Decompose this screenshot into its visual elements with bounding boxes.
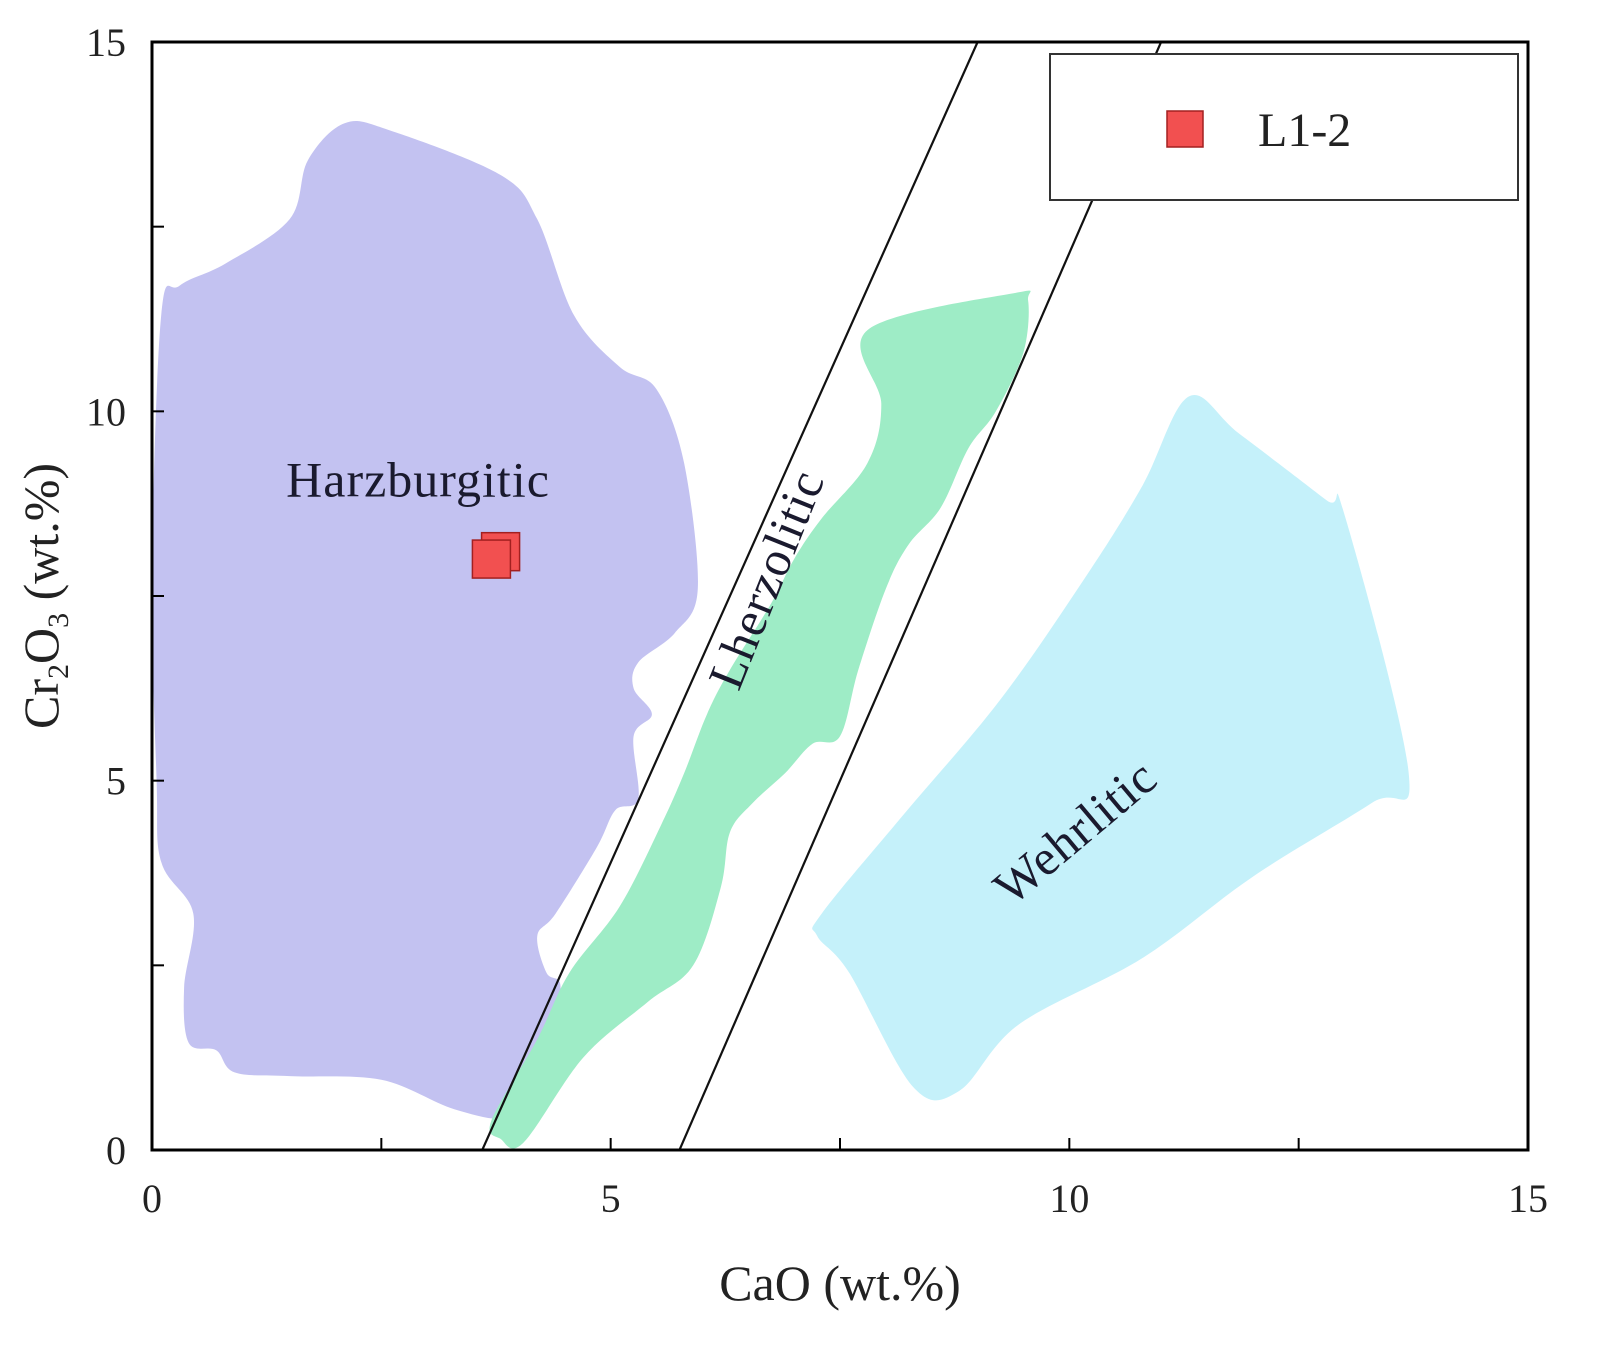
x-tick-label: 10 — [1049, 1176, 1089, 1221]
y-axis-label: Cr2O3 (wt.%) — [13, 463, 75, 729]
legend: L1-2 — [1049, 53, 1519, 201]
y-tick-label: 15 — [86, 20, 126, 65]
y-axis-label-sub2: 3 — [42, 613, 75, 628]
boundary-lines — [481, 42, 1163, 1150]
boundary-line-1 — [481, 42, 979, 1150]
field-harzburgitic — [152, 121, 698, 1119]
data-points — [471, 531, 521, 579]
y-tick-label: 5 — [106, 759, 126, 804]
legend-box — [1049, 53, 1519, 201]
field-lherzolitic — [489, 290, 1031, 1149]
y-tick-label: 0 — [106, 1128, 126, 1173]
y-tick-label: 10 — [86, 389, 126, 434]
field-label-harzburgitic: Harzburgitic — [286, 452, 550, 508]
y-axis-label-prefix: Cr — [13, 679, 69, 729]
x-tick-label: 5 — [601, 1176, 621, 1221]
axis-tick-labels: 0 5 10 15 0 5 10 15 — [86, 20, 1548, 1221]
axis-ticks — [152, 225, 1300, 1150]
y-axis-label-mid: O — [13, 628, 69, 664]
legend-label: L1-2 — [1258, 104, 1351, 157]
data-point-l1-2-2 — [471, 539, 512, 579]
y-axis-label-sub1: 2 — [42, 664, 75, 679]
legend-marker-square — [1166, 110, 1204, 148]
y-axis-label-suffix: (wt.%) — [13, 463, 69, 613]
field-wehrlitic — [812, 394, 1410, 1101]
x-tick-label: 0 — [142, 1176, 162, 1221]
classification-fields — [152, 121, 1410, 1149]
boundary-line-2 — [678, 42, 1163, 1150]
x-tick-label: 15 — [1508, 1176, 1548, 1221]
x-axis-label: CaO (wt.%) — [719, 1255, 961, 1311]
